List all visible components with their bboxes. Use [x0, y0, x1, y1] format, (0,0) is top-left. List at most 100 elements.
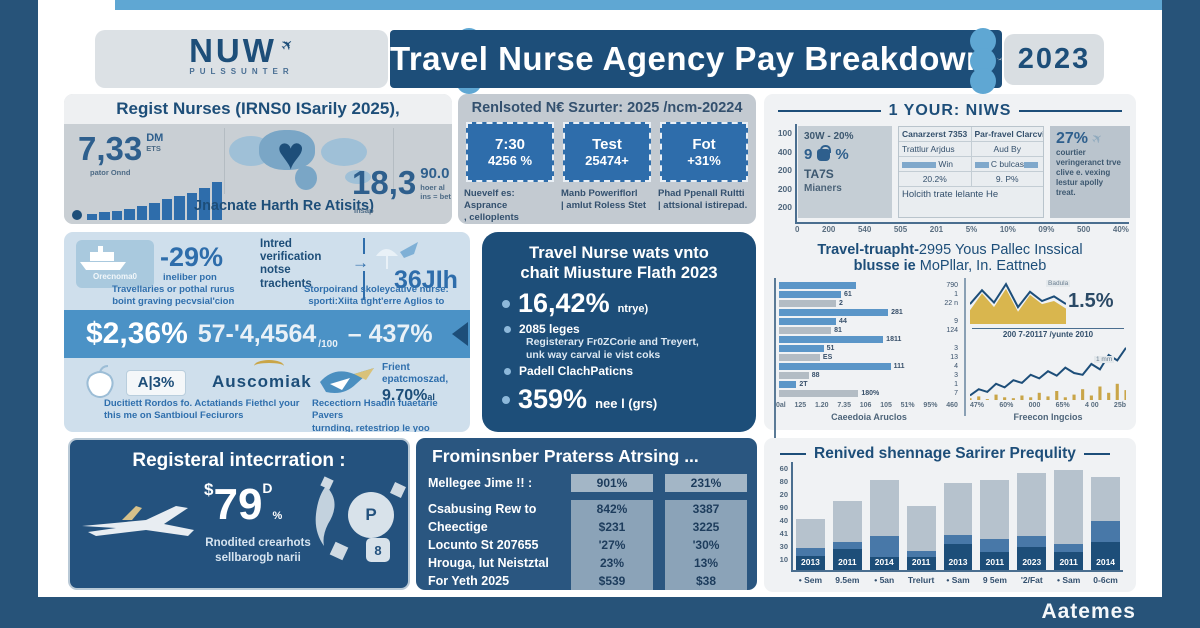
tick-label: 10: [779, 555, 788, 564]
intred-line: verification: [260, 251, 322, 264]
tick-label: 47%: [970, 402, 985, 409]
map-blob: [295, 166, 317, 190]
caption-line: Storpoirand skoleycative nurse:: [304, 284, 449, 295]
trend-annotation-sub: 200 7-20117 /yunte 2010: [972, 328, 1124, 339]
bullet-dot: [502, 299, 510, 308]
top-accent-strip: [115, 0, 1162, 10]
tick-label: • Sam: [1057, 575, 1081, 585]
year-label: 2013: [948, 557, 968, 567]
currency-sign: $: [204, 480, 214, 499]
tick-label: 0al: [776, 402, 786, 409]
tick-label: 41: [779, 529, 788, 538]
segment-dark: [1017, 546, 1047, 570]
arrow-right-icon: →: [352, 253, 369, 272]
row-value-2: 3225: [665, 518, 747, 536]
caption-right: Storpoirand skoleycative nurse: sporti:X…: [304, 284, 449, 309]
stat-box-line1: 7:30: [494, 136, 526, 153]
tick-label: 540: [857, 225, 872, 234]
row-value-1: 842%: [571, 500, 653, 518]
tick-label: 0-6cm: [1093, 575, 1118, 585]
table-bar-row: Win C bulcas: [899, 157, 1043, 172]
tick-label: 9 5em: [982, 575, 1007, 585]
percent-sign: %: [835, 146, 849, 163]
line-chart-svg: [970, 278, 1066, 324]
stat-box-line2: 4256 %: [487, 153, 533, 168]
niws-table: Canarzerst 7353 Par-fravel Clarcvil Trat…: [898, 126, 1044, 218]
intred-line: trachents: [260, 277, 312, 290]
table-header-cell: Par-fravel Clarcvil: [970, 127, 1043, 141]
table-cell: 9. P%: [970, 172, 1044, 186]
tick-label: 200: [777, 183, 792, 194]
segment-light: [1054, 470, 1084, 544]
bar-edge-label: 7: [954, 390, 958, 397]
hbar-row: 790: [779, 281, 958, 290]
travel-chart-title-line2: blusse ie MoPllar, In. Eattneb: [764, 258, 1136, 274]
caption-line: this me on Santbioul Feciurors: [104, 410, 244, 422]
hbar-row: 2T 1: [779, 380, 958, 389]
chart-divider: [964, 278, 966, 416]
row-value-1: $231: [571, 518, 653, 536]
bullet-value: 16,42%: [518, 288, 610, 318]
row-value-1: 901%: [571, 474, 653, 492]
caption-line: Rnodited crearhots: [205, 537, 311, 549]
segment-mid: [906, 550, 936, 558]
table-cell: Holcith trate lelante He: [902, 189, 999, 200]
year-label: 2014: [1096, 557, 1116, 567]
right-border-bar: [1162, 0, 1200, 628]
title-line: Travel Nurse wats vnto: [529, 244, 709, 262]
bar-end-label: ES: [822, 354, 833, 361]
caption-line: Ducitiett Rordos fo. Actatiands Fiethcl …: [104, 398, 300, 409]
row-label: Cheectige: [428, 520, 488, 534]
row-value-1: $539: [571, 572, 653, 590]
bar-edge-label: 9: [954, 318, 958, 325]
niws-code: TA7S: [804, 167, 834, 181]
row-value-2: 13%: [665, 554, 747, 572]
ship-chip: Orecnoma0: [76, 240, 154, 288]
stat-box-3: Fot +31%: [660, 122, 748, 182]
niws-left-box: 30W - 20% 9 % TA7S Mianers: [798, 126, 892, 218]
hbar-x-label: Caeedoia Aruclos: [831, 412, 907, 422]
stat-sub: hoer al: [420, 182, 445, 192]
bar: [111, 210, 123, 220]
bar: [136, 205, 148, 220]
niws-range: 30W - 20%: [804, 131, 854, 142]
panel-registered-nurses: Regist Nurses (IRNS0 ISarily 2025), 7,33…: [64, 94, 452, 224]
tick-label: 9.5em: [835, 575, 860, 585]
bar-label: Win: [938, 159, 954, 169]
stat-box-1: 7:30 4256 %: [466, 122, 554, 182]
bullet-4: 359% nee l (grs): [502, 384, 657, 415]
table-header-row: Canarzerst 7353 Par-fravel Clarcvil: [899, 127, 1043, 142]
shortage-chart-header: Renived shennage Sarirer Prequlity: [780, 445, 1120, 463]
trend-x-label: Freecon Ingcios: [1013, 412, 1083, 422]
tick-label: 20: [779, 490, 788, 499]
stat-box-line2: +31%: [687, 153, 721, 168]
price-value: 79: [213, 480, 263, 529]
tick-label: • Sam: [946, 575, 970, 585]
bar-end-label: 51: [826, 345, 835, 352]
table-row-header: Mellegee Jime !! : 901% 231%: [428, 474, 747, 492]
segment-light: [980, 479, 1010, 540]
trend-x-axis: 47% 60% 000 65% 4 00 25b: [970, 402, 1126, 409]
panel-registered-nurses-body: 7,33 DM ETS pator Onnd ♥ Jnacnate Har: [64, 124, 452, 224]
plane-doodle-icon: ✈: [1088, 129, 1107, 148]
divider: [778, 110, 881, 112]
stat-36jih: 36JIh: [394, 266, 458, 294]
tick-label: 09%: [1038, 225, 1055, 234]
bar-edge-label: 13: [950, 354, 958, 361]
niws-axis-vertical: [795, 124, 797, 222]
bullet-text: Padell ClachPaticns: [519, 364, 634, 378]
tick-label: 40%: [1112, 225, 1129, 234]
tick-label: 105: [880, 402, 892, 409]
segment-dark: [832, 548, 862, 570]
year-label: 2011: [838, 557, 857, 567]
stat-box-caption-3: Phad Ppenall Rultti | attsional istirepa…: [658, 188, 752, 212]
row-value-2: '30%: [665, 536, 747, 554]
rates-table-title: Frominsnber Praterss Atrsing ...: [432, 446, 699, 466]
price-sup: D: [262, 480, 273, 496]
logo-text: NUW: [189, 32, 277, 69]
footer-brand: Aatemes: [1041, 600, 1136, 623]
bar-edge-label: 1: [954, 381, 958, 388]
airplane-icon: [996, 57, 1002, 61]
tick-label: 1.20: [814, 402, 829, 409]
